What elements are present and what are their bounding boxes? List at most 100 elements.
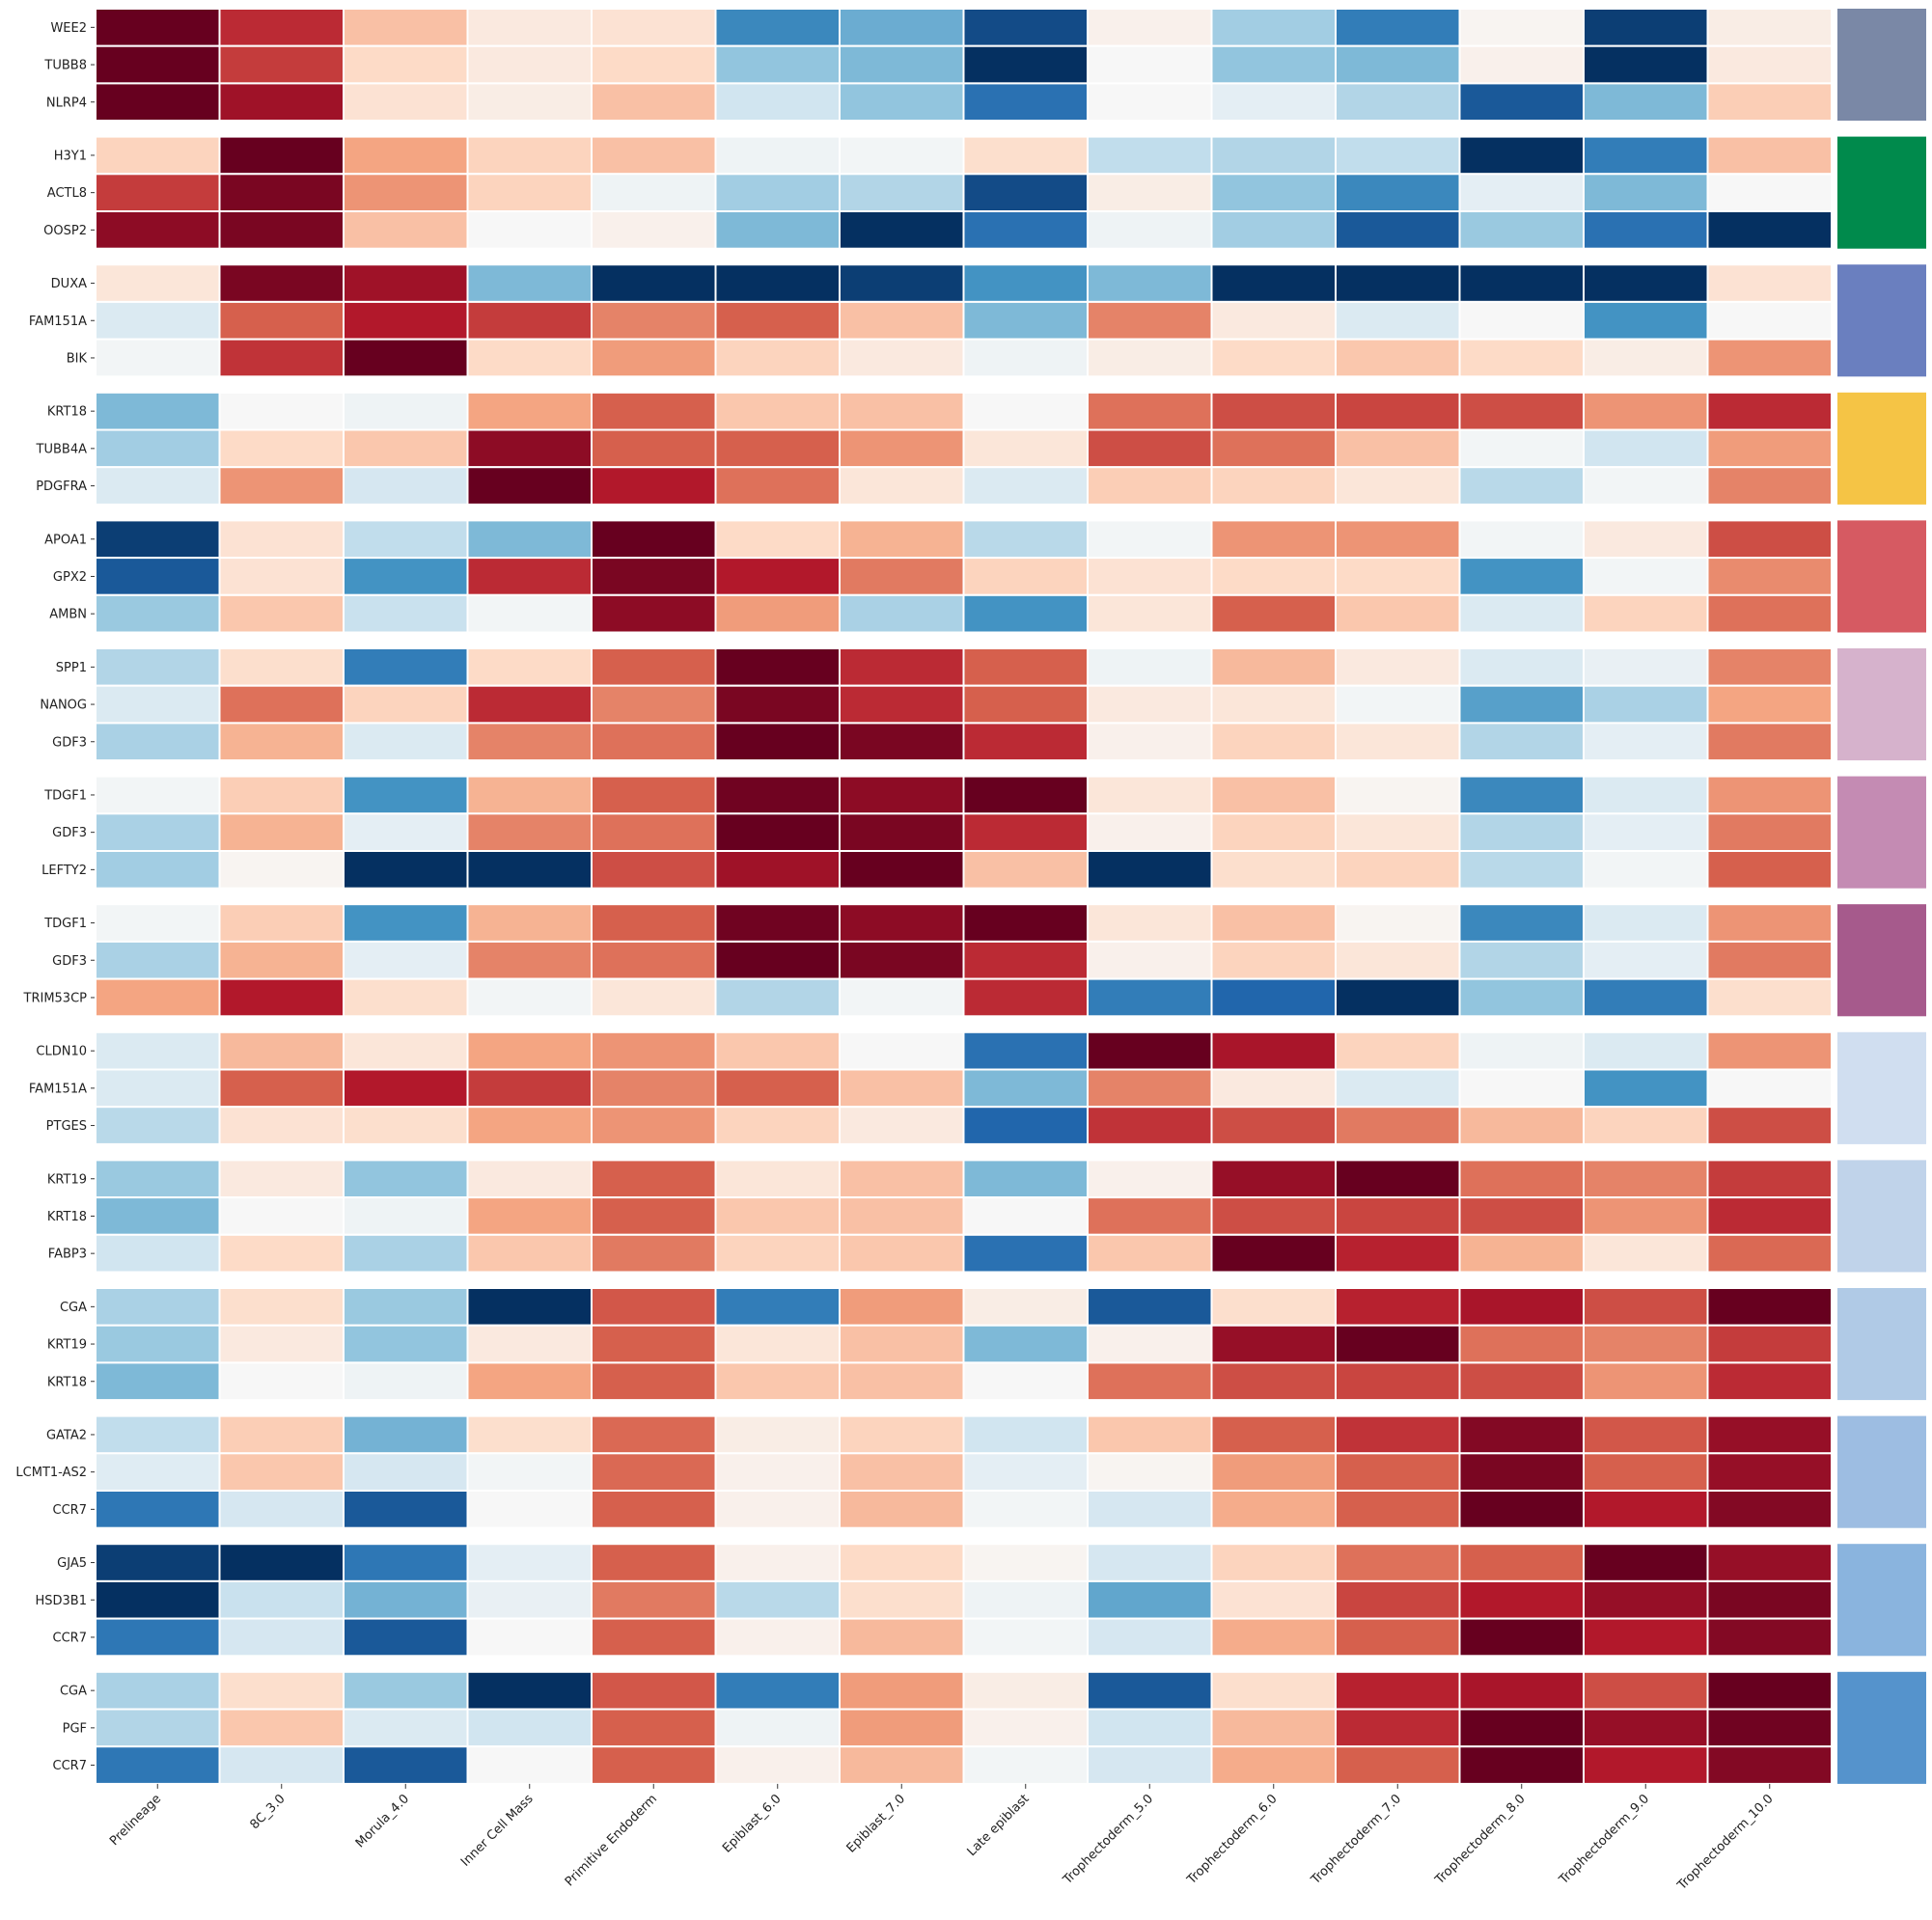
heatmap-cell: [343, 173, 469, 213]
heatmap-cell: [218, 593, 345, 634]
heatmap-cell: [1210, 557, 1337, 596]
heatmap-cell: [1087, 519, 1213, 560]
heatmap-cell: [839, 722, 965, 762]
heatmap-cell: [839, 1361, 965, 1402]
heatmap-cell: [1706, 82, 1833, 123]
heatmap-cell: [1210, 300, 1337, 341]
heatmap-cell: [466, 519, 593, 560]
heatmap-cell: [343, 1490, 469, 1529]
heatmap-cell: [1335, 1414, 1461, 1455]
group-color-bar: [1837, 776, 1926, 889]
heatmap-cell: [466, 977, 593, 1018]
heatmap-cell: [466, 1452, 593, 1493]
heatmap-cell: [1458, 1617, 1585, 1658]
heatmap-cell: [1458, 775, 1585, 815]
heatmap-cell: [1706, 1106, 1833, 1145]
group-color-bar: [1837, 9, 1926, 122]
group-color-bar: [1837, 520, 1926, 633]
heatmap-cell: [95, 8, 221, 47]
heatmap-cell: [1458, 1414, 1585, 1455]
heatmap-cell: [962, 8, 1089, 47]
row-label: TUBB4A: [36, 442, 88, 456]
heatmap-cell: [1210, 1068, 1337, 1109]
heatmap-cell: [962, 519, 1089, 560]
heatmap-cell: [1087, 8, 1213, 47]
row-label: GPX2: [53, 570, 87, 585]
heatmap-cell: [714, 557, 841, 596]
heatmap-cell: [1706, 1324, 1833, 1364]
heatmap-cell: [962, 82, 1089, 123]
heatmap-cell: [466, 1361, 593, 1402]
heatmap-cell: [466, 44, 593, 85]
heatmap-cell: [95, 903, 221, 943]
heatmap-cell: [714, 391, 841, 431]
heatmap-cell: [1458, 466, 1585, 506]
heatmap-cell: [1458, 82, 1585, 123]
column-label: Trophectoderm_10.0: [1674, 1792, 1777, 1894]
heatmap-cell: [1706, 940, 1833, 980]
heatmap-cell: [1583, 1030, 1709, 1071]
heatmap-cell: [466, 850, 593, 890]
heatmap-cell: [1335, 1617, 1461, 1658]
heatmap-cell: [1087, 557, 1213, 596]
heatmap-cell: [839, 173, 965, 213]
heatmap-cell: [1706, 300, 1833, 341]
heatmap-cell: [466, 1490, 593, 1529]
heatmap-cell: [1583, 1361, 1709, 1402]
heatmap-cell: [1210, 775, 1337, 815]
column-label: Primitive Endoderm: [563, 1792, 660, 1889]
heatmap-cell: [839, 647, 965, 687]
heatmap-cell: [839, 1233, 965, 1274]
heatmap-cell: [962, 850, 1089, 890]
heatmap-cell: [218, 1745, 345, 1785]
heatmap-cell: [1458, 1745, 1585, 1785]
heatmap-cell: [95, 1617, 221, 1658]
heatmap-cell: [95, 338, 221, 378]
heatmap-cell: [714, 300, 841, 341]
heatmap-cell: [1583, 1287, 1709, 1327]
heatmap-cell: [218, 1617, 345, 1658]
heatmap-cell: [1210, 1030, 1337, 1071]
heatmap-cell: [1583, 210, 1709, 250]
heatmap-cell: [1583, 391, 1709, 431]
heatmap-cell: [466, 1233, 593, 1274]
row-label: GDF3: [52, 954, 87, 969]
heatmap-cell: [714, 903, 841, 943]
heatmap-cell: [1706, 593, 1833, 634]
heatmap-cell: [1210, 82, 1337, 123]
heatmap-cell: [218, 466, 345, 506]
heatmap-cell: [839, 1490, 965, 1529]
heatmap-cell: [1210, 1233, 1337, 1274]
heatmap-cell: [1210, 135, 1337, 176]
heatmap-cell: [1087, 940, 1213, 980]
heatmap-cell: [962, 391, 1089, 431]
heatmap-cell: [1706, 173, 1833, 213]
heatmap-cell: [218, 977, 345, 1018]
heatmap-cell: [218, 1030, 345, 1071]
heatmap-cell: [591, 519, 717, 560]
heatmap-cell: [962, 722, 1089, 762]
heatmap-cell: [1210, 593, 1337, 634]
heatmap-cell: [1583, 1670, 1709, 1711]
heatmap-cell: [1335, 1361, 1461, 1402]
heatmap-cell: [1706, 1287, 1833, 1327]
heatmap-cell: [714, 173, 841, 213]
heatmap-cell: [714, 1233, 841, 1274]
heatmap-cell: [1087, 1196, 1213, 1236]
heatmap-cell: [218, 519, 345, 560]
heatmap-cell: [962, 1452, 1089, 1493]
heatmap-cell: [1335, 428, 1461, 469]
group-color-bar: [1837, 904, 1926, 1017]
heatmap-cell: [1583, 775, 1709, 815]
column-label: Trophectoderm_5.0: [1060, 1792, 1156, 1888]
heatmap-cell: [962, 1159, 1089, 1199]
heatmap-cell: [343, 647, 469, 687]
heatmap-cell: [1087, 1287, 1213, 1327]
heatmap-cell: [714, 593, 841, 634]
heatmap-cell: [962, 210, 1089, 250]
heatmap-cell: [343, 1617, 469, 1658]
heatmap-cell: [714, 775, 841, 815]
heatmap-cell: [1335, 1068, 1461, 1109]
heatmap-cell: [962, 263, 1089, 303]
heatmap-cell: [1210, 647, 1337, 687]
